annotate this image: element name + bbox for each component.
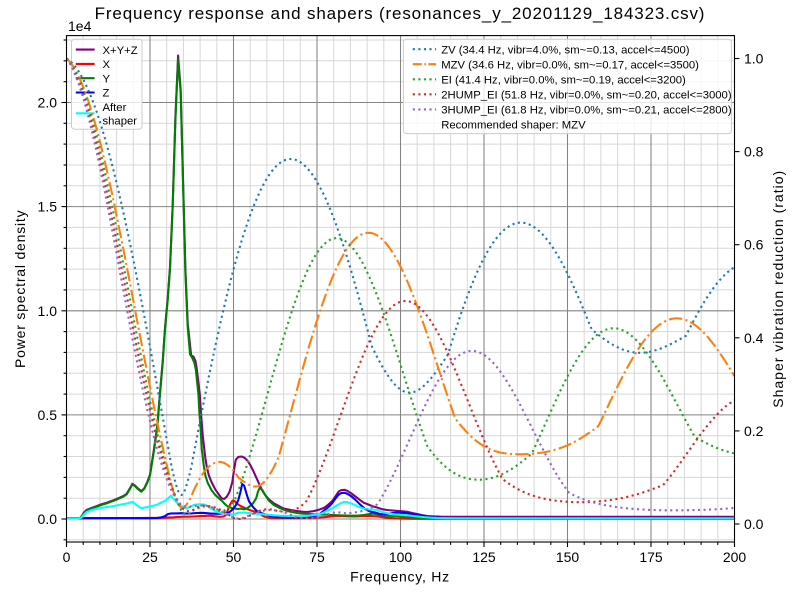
svg-text:X: X xyxy=(103,59,111,71)
svg-text:75: 75 xyxy=(309,549,325,565)
svg-text:0.4: 0.4 xyxy=(744,330,764,346)
svg-text:MZV (34.6 Hz, vibr=0.0%, sm~=0: MZV (34.6 Hz, vibr=0.0%, sm~=0.17, accel… xyxy=(441,60,699,72)
svg-text:Shaper vibration reduction (ra: Shaper vibration reduction (ratio) xyxy=(770,170,786,408)
svg-text:1.0: 1.0 xyxy=(38,303,58,319)
svg-text:shaper: shaper xyxy=(103,116,138,128)
svg-text:175: 175 xyxy=(639,549,663,565)
svg-text:1.0: 1.0 xyxy=(744,51,764,67)
svg-text:2HUMP_EI (51.8 Hz, vibr=0.0%,: 2HUMP_EI (51.8 Hz, vibr=0.0%, sm~=0.20, … xyxy=(441,90,732,102)
svg-text:1e4: 1e4 xyxy=(68,18,92,34)
svg-text:Power spectral density: Power spectral density xyxy=(12,210,28,368)
svg-text:Y: Y xyxy=(103,73,111,85)
svg-text:2.0: 2.0 xyxy=(38,95,58,111)
svg-text:1.5: 1.5 xyxy=(38,199,58,215)
svg-text:Frequency response and shapers: Frequency response and shapers (resonanc… xyxy=(95,4,706,23)
svg-text:200: 200 xyxy=(723,549,747,565)
svg-text:EI (41.4 Hz, vibr=0.0%, sm~=0.: EI (41.4 Hz, vibr=0.0%, sm~=0.19, accel<… xyxy=(441,75,686,87)
svg-text:0.0: 0.0 xyxy=(38,511,58,527)
svg-text:0.2: 0.2 xyxy=(744,423,764,439)
svg-text:50: 50 xyxy=(226,549,242,565)
svg-text:25: 25 xyxy=(142,549,158,565)
svg-text:0.0: 0.0 xyxy=(744,516,764,532)
svg-text:0.5: 0.5 xyxy=(38,407,58,423)
svg-text:ZV (34.4 Hz, vibr=4.0%, sm~=0.: ZV (34.4 Hz, vibr=4.0%, sm~=0.13, accel<… xyxy=(441,44,690,56)
svg-text:X+Y+Z: X+Y+Z xyxy=(103,45,138,57)
svg-text:0.6: 0.6 xyxy=(744,237,764,253)
svg-text:Frequency, Hz: Frequency, Hz xyxy=(350,569,450,585)
svg-text:3HUMP_EI (61.8 Hz, vibr=0.0%,: 3HUMP_EI (61.8 Hz, vibr=0.0%, sm~=0.21, … xyxy=(441,105,732,117)
svg-text:100: 100 xyxy=(389,549,413,565)
svg-text:Recommended shaper: MZV: Recommended shaper: MZV xyxy=(441,120,586,132)
svg-text:0: 0 xyxy=(63,549,71,565)
svg-text:150: 150 xyxy=(556,549,580,565)
svg-text:125: 125 xyxy=(472,549,496,565)
svg-text:After: After xyxy=(103,102,127,114)
svg-text:0.8: 0.8 xyxy=(744,144,764,160)
svg-text:Z: Z xyxy=(103,88,110,100)
